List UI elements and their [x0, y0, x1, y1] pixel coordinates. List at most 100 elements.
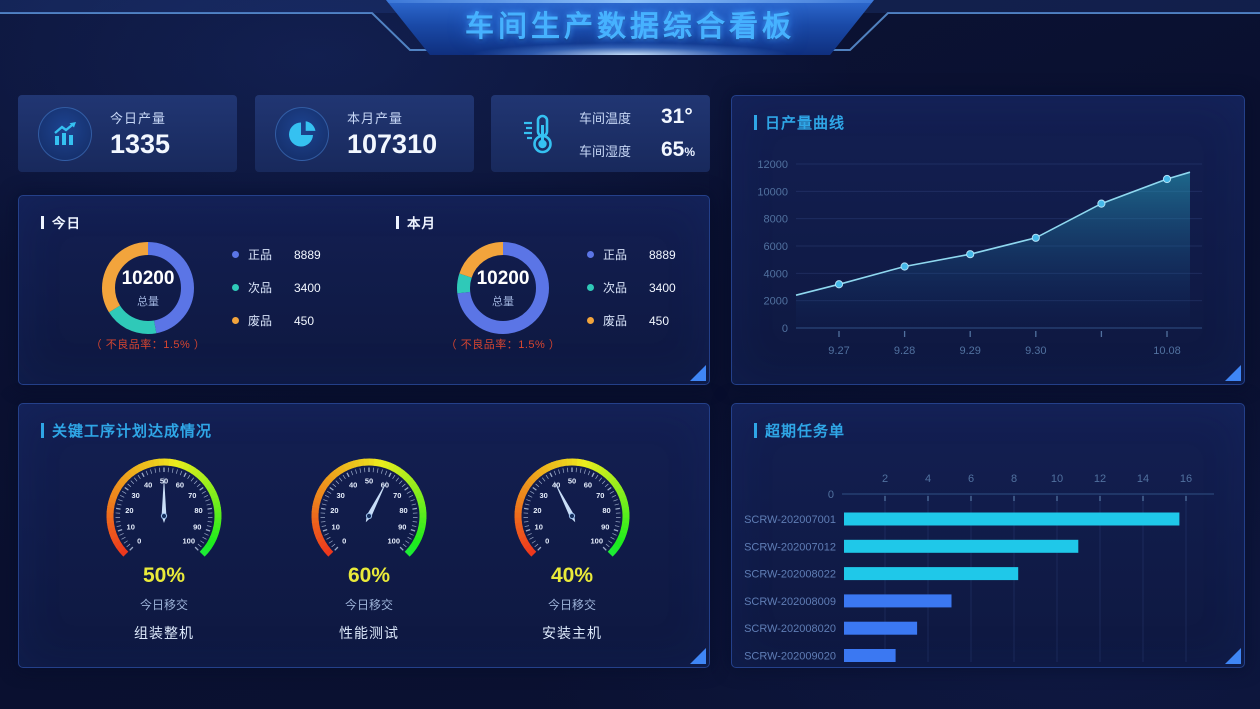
- svg-text:9.27: 9.27: [828, 345, 849, 357]
- svg-text:12000: 12000: [757, 159, 788, 171]
- legend-dot: [232, 284, 239, 291]
- svg-text:0: 0: [342, 536, 346, 545]
- svg-text:16: 16: [1180, 473, 1192, 485]
- trend-up-chart-icon: [38, 106, 92, 161]
- svg-text:50: 50: [568, 477, 576, 486]
- stat-card-today-output: 今日产量 1335: [18, 95, 237, 172]
- daily-output-panel: 日产量曲线 0 2000 4000 6000 8000 10000 12000 9.27 9.2…: [731, 95, 1245, 385]
- gauge-chart: 0102030405060708090100: [311, 458, 427, 557]
- svg-text:70: 70: [393, 491, 401, 500]
- svg-text:70: 70: [188, 491, 196, 500]
- svg-text:SCRW-202009020: SCRW-202009020: [744, 651, 836, 663]
- svg-text:50: 50: [365, 477, 373, 486]
- panel-title: 超期任务单: [754, 420, 845, 441]
- panel-title: 关键工序计划达成情况: [41, 420, 212, 441]
- gauge-value: 60%: [347, 564, 391, 587]
- svg-text:30: 30: [337, 491, 345, 500]
- legend-dot: [587, 317, 594, 324]
- header: 车间生产数据综合看板: [0, 0, 1260, 62]
- stat-card-environment: 车间温度 31° 车间湿度 65 %: [491, 95, 710, 172]
- svg-text:SCRW-202007012: SCRW-202007012: [744, 541, 836, 553]
- humidity-label: 车间湿度: [579, 144, 632, 159]
- svg-text:4: 4: [925, 473, 931, 485]
- svg-text:40: 40: [144, 480, 152, 489]
- svg-text:10: 10: [535, 522, 543, 531]
- svg-text:100: 100: [387, 536, 400, 545]
- svg-text:30: 30: [540, 491, 548, 500]
- svg-text:90: 90: [193, 522, 201, 531]
- svg-text:80: 80: [399, 506, 407, 515]
- svg-text:70: 70: [596, 491, 604, 500]
- svg-text:0: 0: [828, 489, 834, 501]
- svg-text:100: 100: [590, 536, 603, 545]
- gauge-sub-label: 今日移交: [139, 598, 188, 612]
- svg-text:9.30: 9.30: [1025, 345, 1046, 357]
- donut-chart-today: 10200 总量: [96, 236, 200, 340]
- svg-text:0: 0: [782, 323, 788, 335]
- svg-text:10: 10: [127, 522, 135, 531]
- title-bar-decoration: [396, 215, 399, 229]
- section-title-today: 今日: [41, 212, 81, 232]
- stat-value: 107310: [347, 128, 438, 159]
- legend-month: 正品 8889 次品 3400 废品 450: [587, 246, 676, 329]
- svg-text:6: 6: [968, 473, 974, 485]
- gauge-value: 40%: [550, 564, 594, 587]
- svg-text:2000: 2000: [764, 296, 788, 308]
- stat-label: 今日产量: [110, 110, 167, 126]
- svg-text:20: 20: [330, 506, 338, 515]
- svg-text:SCRW-202008009: SCRW-202008009: [744, 596, 836, 608]
- legend-item: 次品 3400: [587, 279, 676, 296]
- gauge-performance-test: 0102030405060708090100 60% 今日移交 性能测试: [289, 456, 449, 656]
- svg-text:8: 8: [1011, 473, 1017, 485]
- quality-panel: 今日 10200 总量 正品 8889 次品 3400 废品 45: [18, 195, 710, 385]
- legend-dot: [587, 284, 594, 291]
- svg-text:9.28: 9.28: [894, 345, 915, 357]
- svg-text:10: 10: [332, 522, 340, 531]
- gauge-value: 50%: [142, 564, 186, 587]
- gauge-sub-label: 今日移交: [344, 598, 393, 612]
- donut-chart-month: 10200 总量: [451, 236, 555, 340]
- svg-text:80: 80: [194, 506, 202, 515]
- defect-rate-note: （ 不良品率：1.5% ）: [90, 339, 206, 351]
- gauge-chart: 0102030405060708090100: [106, 458, 222, 557]
- title-bar-decoration: [41, 215, 44, 229]
- svg-text:10000: 10000: [757, 186, 788, 198]
- gauge-name: 组装整机: [134, 625, 194, 641]
- legend-today: 正品 8889 次品 3400 废品 450: [232, 246, 321, 329]
- svg-text:SCRW-202007001: SCRW-202007001: [744, 514, 836, 526]
- svg-text:0: 0: [137, 536, 141, 545]
- temperature-value: 31°: [661, 105, 693, 128]
- page-title: 车间生产数据综合看板: [464, 11, 795, 43]
- legend-item: 废品 450: [587, 312, 676, 329]
- title-bar-decoration: [754, 115, 757, 130]
- legend-dot: [232, 317, 239, 324]
- svg-text:SCRW-202008022: SCRW-202008022: [744, 569, 836, 581]
- svg-text:60: 60: [584, 480, 592, 489]
- gauge-assembly: 0102030405060708090100 50% 今日移交 组装整机: [84, 456, 244, 656]
- legend-item: 正品 8889: [587, 246, 676, 263]
- title-bar-decoration: [41, 423, 44, 438]
- svg-text:90: 90: [398, 522, 406, 531]
- title-bar-decoration: [754, 423, 757, 438]
- legend-dot: [587, 251, 594, 258]
- gauge-host-install: 0102030405060708090100 40% 今日移交 安装主机: [492, 456, 652, 656]
- gauge-name: 性能测试: [339, 625, 399, 641]
- line-chart: 0 2000 4000 6000 8000 10000 12000 9.27 9.28 9.29 9…: [757, 159, 1202, 357]
- stat-card-month-output: 本月产量 107310: [255, 95, 474, 172]
- svg-text:SCRW-202008020: SCRW-202008020: [744, 623, 836, 635]
- svg-text:14: 14: [1137, 473, 1149, 485]
- stat-value: 1335: [110, 128, 171, 159]
- humidity-value: 65: [661, 138, 685, 161]
- svg-text:60: 60: [176, 480, 184, 489]
- stat-label: 本月产量: [347, 110, 404, 126]
- bar-chart: 0 2 4 6 8 10 12 14 16 SCRW-202007001 SCRW-20200701…: [744, 473, 1214, 663]
- svg-text:0: 0: [545, 536, 549, 545]
- svg-text:12: 12: [1094, 473, 1106, 485]
- svg-text:10: 10: [1051, 473, 1063, 485]
- humidity-row: 车间湿度 65 %: [579, 138, 695, 162]
- svg-text:4000: 4000: [764, 268, 788, 280]
- svg-text:40: 40: [349, 480, 357, 489]
- svg-text:90: 90: [601, 522, 609, 531]
- pie-chart-icon: [275, 106, 329, 161]
